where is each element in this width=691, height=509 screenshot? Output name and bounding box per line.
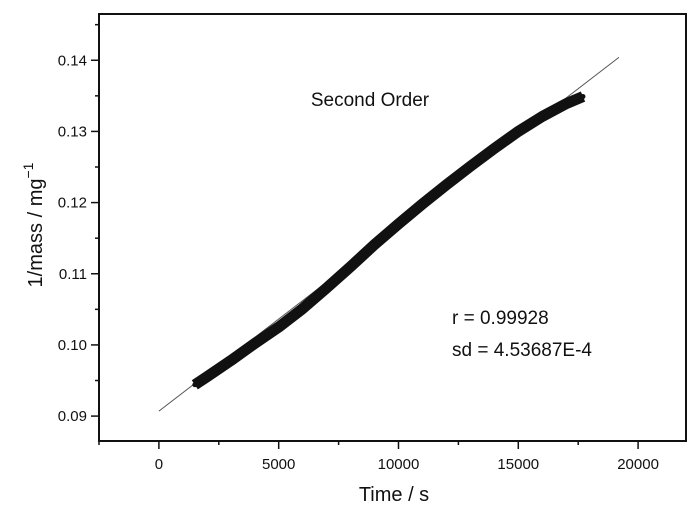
- y-tick-label: 0.10: [58, 337, 87, 354]
- plot-frame: [98, 13, 687, 442]
- x-tick-label: 15000: [497, 456, 539, 473]
- y-tick-label: 0.09: [58, 408, 87, 425]
- data-series-band: [191, 91, 586, 390]
- data-point: [276, 324, 282, 330]
- data-point: [539, 113, 545, 119]
- x-tick-label: 10000: [378, 456, 420, 473]
- data-point: [491, 146, 497, 152]
- data-point: [515, 128, 521, 134]
- axis-ticks: 0 5000 10000 15000 20000 0.09 0.10 0.11 0.12 0.13…: [58, 23, 659, 473]
- annotation-r-value: r = 0.99928: [452, 308, 549, 329]
- x-tick-label: 20000: [617, 456, 659, 473]
- data-point: [563, 101, 569, 107]
- data-point: [580, 94, 586, 100]
- y-axis-title-superscript: −1: [20, 162, 36, 178]
- data-point: [443, 182, 449, 188]
- data-point: [204, 374, 210, 380]
- data-point: [252, 341, 258, 347]
- data-point: [192, 382, 198, 388]
- y-tick-label: 0.13: [58, 123, 87, 140]
- data-point: [419, 201, 425, 207]
- data-point: [348, 264, 354, 270]
- data-point: [395, 221, 401, 227]
- y-axis-title: 1/mass / mg−1: [20, 162, 47, 287]
- y-tick-label: 0.12: [58, 195, 87, 212]
- data-point: [300, 306, 306, 312]
- data-series: [158, 57, 620, 412]
- chart-title: Second Order: [311, 90, 430, 111]
- y-axis-title-main: 1/mass / mg: [25, 179, 47, 288]
- x-axis-title: Time / s: [359, 484, 429, 506]
- annotation-sd-value: sd = 4.53687E-4: [452, 340, 592, 361]
- x-tick-label: 5000: [262, 456, 295, 473]
- y-tick-label: 0.11: [59, 266, 87, 283]
- x-tick-label: 0: [155, 456, 163, 473]
- y-tick-label: 0.14: [58, 52, 87, 69]
- data-point: [228, 358, 234, 364]
- data-point: [324, 285, 330, 291]
- plot-frame-rect: [98, 13, 687, 442]
- data-point: [467, 163, 473, 169]
- data-point: [372, 242, 378, 248]
